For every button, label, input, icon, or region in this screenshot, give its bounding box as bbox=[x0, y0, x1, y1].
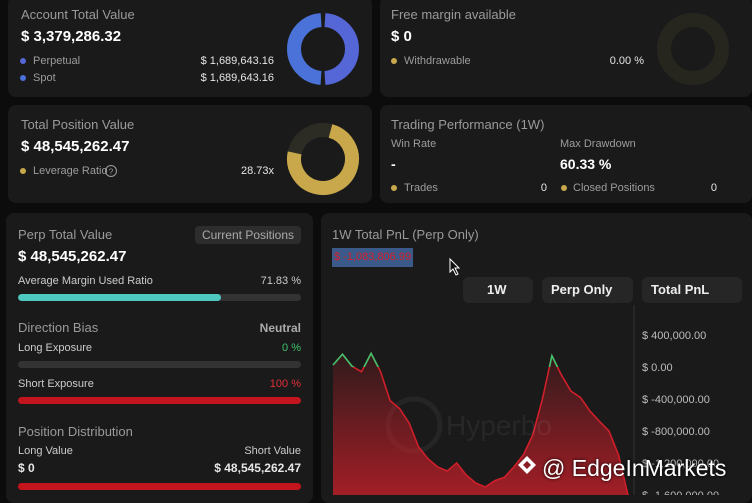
short-bar bbox=[18, 397, 301, 404]
pnl-area bbox=[333, 353, 628, 495]
help-mark: ? bbox=[109, 168, 114, 177]
donut-perpetual bbox=[287, 13, 359, 85]
margin-donut bbox=[657, 13, 729, 85]
total: $ 48,545,262.47 bbox=[18, 248, 127, 265]
long-amount: $ 0 bbox=[18, 461, 35, 475]
win-rate: - bbox=[391, 156, 396, 172]
bias-label: Direction Bias bbox=[18, 320, 99, 335]
long-value: 0 % bbox=[282, 342, 301, 354]
period-dropdown[interactable]: 1W bbox=[463, 277, 533, 303]
leverage-label: Leverage Ratio bbox=[33, 165, 108, 177]
y-tick-label: $ -1,200,000.00 bbox=[642, 458, 719, 470]
title: Perp Total Value bbox=[18, 227, 113, 242]
short-label: Short Exposure bbox=[18, 378, 94, 390]
legend-dot bbox=[391, 58, 397, 64]
legend-dot bbox=[391, 185, 397, 191]
title: Account Total Value bbox=[21, 7, 135, 22]
metric: Total PnL bbox=[651, 282, 710, 297]
trades-label: Trades bbox=[404, 182, 438, 194]
trades: 0 bbox=[540, 182, 547, 194]
perp-card bbox=[6, 213, 313, 503]
margin-value: 71.83 % bbox=[260, 275, 301, 287]
short-amount: $ 48,545,262.47 bbox=[214, 461, 301, 475]
short-value-label: Short Value bbox=[244, 445, 301, 457]
win-rate-label: Win Rate bbox=[391, 138, 437, 150]
y-tick-label: $ -1,600,000.00 bbox=[642, 490, 719, 495]
title: 1W Total PnL (Perp Only) bbox=[332, 227, 479, 242]
pnl-chart: $ 400,000.00 $ 0.00 $ -400,000.00 $ -800,00… bbox=[332, 330, 719, 495]
y-tick-label: $ -800,000.00 bbox=[642, 426, 710, 438]
long-label: Long Exposure bbox=[18, 342, 92, 354]
closed: 0 bbox=[710, 182, 717, 194]
overlay-credit: @ EdgeInMarkets bbox=[542, 455, 727, 481]
current-positions-button[interactable]: Current Positions bbox=[195, 226, 301, 244]
account-donut bbox=[287, 13, 359, 85]
cursor bbox=[449, 257, 461, 276]
title: Free margin available bbox=[391, 7, 517, 22]
row-value: $ 1,689,643.16 bbox=[200, 72, 274, 84]
drawdown: 60.33 % bbox=[560, 156, 612, 172]
drawdown-label: Max Drawdown bbox=[560, 138, 636, 150]
row-label: Withdrawable bbox=[404, 55, 471, 67]
y-tick-label: $ -400,000.00 bbox=[642, 394, 710, 406]
row-label: Spot bbox=[33, 72, 56, 84]
y-tick-label: $ 400,000.00 bbox=[642, 330, 706, 342]
short-value: 100 % bbox=[269, 378, 301, 390]
pnl-line bbox=[332, 351, 629, 495]
legend-dot bbox=[20, 75, 26, 81]
row-value: $ 1,689,643.16 bbox=[200, 55, 274, 67]
period: 1W bbox=[487, 282, 507, 297]
distribution-bar bbox=[18, 483, 301, 490]
watermark: Hyperbo bbox=[446, 410, 552, 441]
y-tick-label: $ 0.00 bbox=[642, 362, 673, 374]
scope-dropdown[interactable]: Perp Only bbox=[542, 277, 633, 303]
total: $ 48,545,262.47 bbox=[21, 138, 130, 155]
title: Total Position Value bbox=[21, 117, 135, 132]
legend-dot bbox=[561, 185, 567, 191]
row-value: 0.00 % bbox=[609, 55, 644, 67]
distribution-title: Position Distribution bbox=[18, 424, 133, 439]
long-bar bbox=[18, 361, 301, 368]
donut-spot bbox=[287, 13, 359, 85]
margin-label: Average Margin Used Ratio bbox=[18, 275, 153, 287]
short-fill bbox=[18, 397, 301, 404]
closed-label: Closed Positions bbox=[573, 182, 655, 194]
selected-pnl: $ -1,083,806.99 bbox=[332, 248, 414, 267]
row-label: Perpetual bbox=[33, 55, 81, 67]
metric-dropdown[interactable]: Total PnL bbox=[642, 277, 742, 303]
total: $ 3,379,286.32 bbox=[21, 28, 122, 45]
margin-bar bbox=[18, 294, 301, 301]
title: Trading Performance (1W) bbox=[391, 117, 545, 132]
total: $ 0 bbox=[391, 28, 412, 45]
leverage-donut bbox=[287, 123, 359, 195]
overlay-logo bbox=[518, 456, 536, 474]
scope: Perp Only bbox=[551, 282, 613, 297]
legend-dot bbox=[20, 58, 26, 64]
long-value-label: Long Value bbox=[18, 445, 73, 457]
margin-fill bbox=[18, 294, 222, 301]
legend-dot bbox=[20, 168, 26, 174]
bias-value: Neutral bbox=[259, 321, 301, 335]
help-icon[interactable] bbox=[105, 165, 117, 177]
leverage-value: 28.73x bbox=[240, 165, 274, 177]
